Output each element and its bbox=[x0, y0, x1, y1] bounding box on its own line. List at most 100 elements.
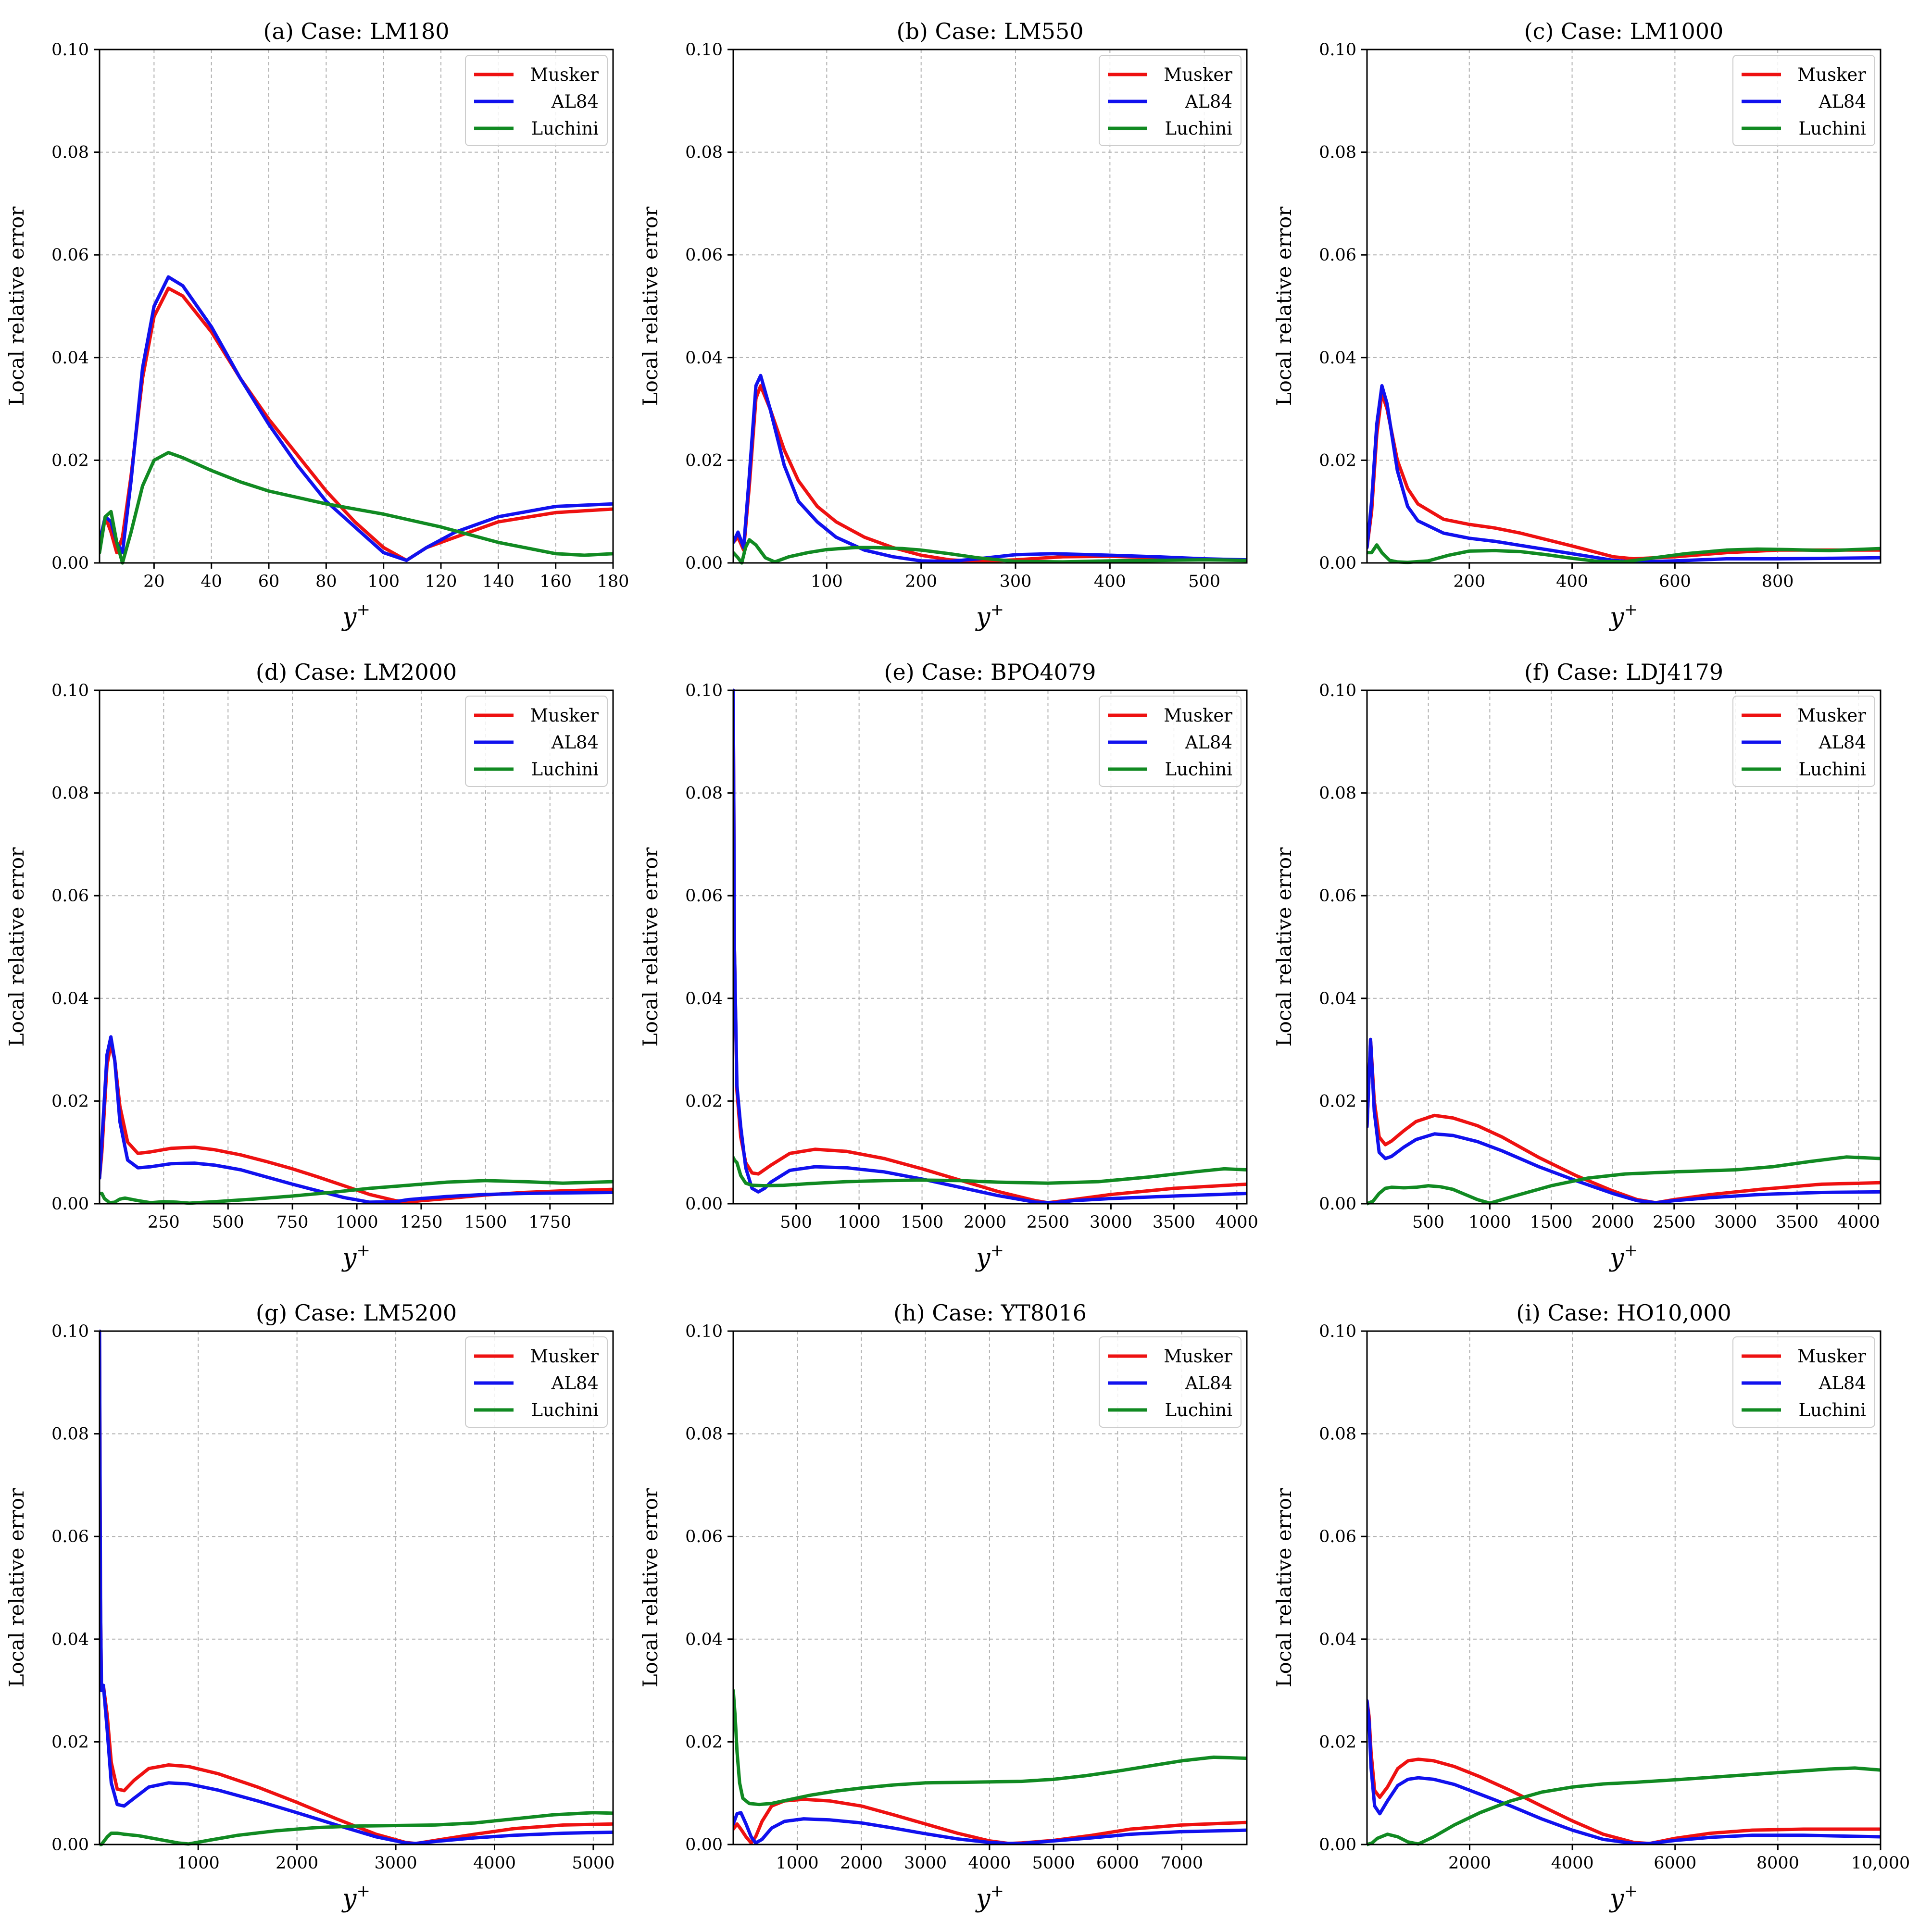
x-tick-label: 3500 bbox=[1153, 1213, 1195, 1232]
x-axis-label: y+ bbox=[1609, 1241, 1638, 1272]
x-axis-label-superscript: + bbox=[356, 1241, 370, 1260]
x-tick-label: 40 bbox=[201, 572, 222, 591]
legend-label-musker: Musker bbox=[1164, 64, 1232, 85]
y-axis-label: Local relative error bbox=[639, 1488, 662, 1687]
series-line-al84 bbox=[733, 374, 1247, 563]
y-tick-label: 0.06 bbox=[1319, 246, 1356, 265]
subplot-title: (e) Case: BPO4079 bbox=[884, 659, 1096, 685]
x-axis-label: y+ bbox=[975, 600, 1004, 632]
y-tick-label: 0.04 bbox=[685, 989, 723, 1009]
y-axis-label: Local relative error bbox=[639, 206, 662, 406]
y-tick-label: 0.00 bbox=[685, 1195, 723, 1214]
x-tick-label: 5000 bbox=[1032, 1854, 1075, 1873]
x-tick-label: 1000 bbox=[336, 1213, 378, 1232]
legend-box bbox=[1732, 1336, 1875, 1428]
legend-box bbox=[1099, 1336, 1242, 1428]
legend: Musker AL84 Luchini bbox=[1099, 55, 1242, 146]
legend-label-luchini: Luchini bbox=[1165, 118, 1232, 139]
legend-label-al84: AL84 bbox=[1185, 91, 1232, 112]
x-tick-label: 1500 bbox=[901, 1213, 943, 1232]
y-axis-label: Local relative error bbox=[1272, 1488, 1296, 1687]
x-tick-label: 1000 bbox=[776, 1854, 819, 1873]
x-tick-label: 20 bbox=[143, 572, 165, 591]
series-line-musker bbox=[1367, 1037, 1881, 1205]
y-tick-label: 0.00 bbox=[1319, 1195, 1356, 1214]
legend: Musker AL84 Luchini bbox=[1732, 1336, 1875, 1428]
x-tick-label: 500 bbox=[780, 1213, 812, 1232]
x-tick-label: 80 bbox=[315, 572, 337, 591]
x-tick-label: 10,000 bbox=[1851, 1854, 1910, 1873]
subplot-5: 500 1000 1500 2000 2500 3000 3500 4000 0.00 0.02 0… bbox=[639, 659, 1258, 1272]
legend-box bbox=[465, 1336, 608, 1428]
x-tick-label: 8000 bbox=[1756, 1854, 1799, 1873]
series-line-luchini bbox=[733, 1689, 1247, 1807]
x-axis-label: y+ bbox=[975, 1241, 1004, 1272]
x-tick-label: 60 bbox=[258, 572, 280, 591]
x-tick-label: 3000 bbox=[1714, 1213, 1757, 1232]
legend: Musker AL84 Luchini bbox=[465, 55, 608, 146]
subplot-title: (g) Case: LM5200 bbox=[256, 1300, 457, 1326]
x-tick-label: 1000 bbox=[1468, 1213, 1511, 1232]
x-axis-label-superscript: + bbox=[990, 1241, 1004, 1260]
legend-box bbox=[1099, 55, 1242, 146]
x-axis-label-superscript: + bbox=[1624, 1241, 1638, 1260]
y-tick-label: 0.06 bbox=[51, 246, 89, 265]
plot-frame bbox=[1366, 49, 1881, 564]
y-tick-label: 0.06 bbox=[51, 886, 89, 906]
legend-label-luchini: Luchini bbox=[531, 118, 599, 139]
subplot-3: 200 400 600 800 0.00 0.02 0.04 0.06 0.08 0.10 (c) … bbox=[1272, 18, 1881, 632]
x-tick-label: 800 bbox=[1762, 572, 1794, 591]
x-tick-label: 2500 bbox=[1653, 1213, 1695, 1232]
legend-label-luchini: Luchini bbox=[1799, 118, 1866, 139]
y-axis-label: Local relative error bbox=[639, 847, 662, 1047]
series-line-al84 bbox=[100, 1035, 613, 1204]
x-tick-label: 4000 bbox=[1551, 1854, 1594, 1873]
plot-frame bbox=[1366, 689, 1881, 1205]
plot-frame bbox=[99, 49, 614, 564]
y-tick-label: 0.08 bbox=[685, 1425, 723, 1444]
x-tick-label: 2000 bbox=[964, 1213, 1006, 1232]
legend-box bbox=[465, 55, 608, 146]
x-axis-label: y+ bbox=[341, 1882, 370, 1913]
y-tick-label: 0.00 bbox=[685, 1835, 723, 1855]
x-axis-label: y+ bbox=[341, 1241, 370, 1272]
legend: Musker AL84 Luchini bbox=[1099, 696, 1242, 787]
x-tick-label: 2000 bbox=[276, 1854, 318, 1873]
y-tick-label: 0.06 bbox=[1319, 886, 1356, 906]
y-tick-label: 0.00 bbox=[1319, 1835, 1356, 1855]
series-line-musker bbox=[1367, 1699, 1881, 1845]
x-axis-label: y+ bbox=[975, 1882, 1004, 1913]
x-tick-label: 400 bbox=[1094, 572, 1126, 591]
series-line-musker bbox=[733, 384, 1247, 563]
series-line-luchini bbox=[1367, 543, 1881, 564]
legend-label-musker: Musker bbox=[1797, 64, 1866, 85]
legend-label-al84: AL84 bbox=[551, 732, 599, 753]
y-tick-label: 0.08 bbox=[685, 143, 723, 162]
legend-label-luchini: Luchini bbox=[1165, 1400, 1232, 1421]
y-tick-label: 0.02 bbox=[51, 1733, 89, 1752]
y-tick-label: 0.06 bbox=[685, 886, 723, 906]
y-tick-label: 0.04 bbox=[51, 1630, 89, 1649]
legend-label-luchini: Luchini bbox=[1799, 759, 1866, 780]
y-tick-label: 0.06 bbox=[1319, 1527, 1356, 1546]
y-tick-label: 0.02 bbox=[51, 1092, 89, 1111]
y-axis-label: Local relative error bbox=[1272, 206, 1296, 406]
subplot-title: (h) Case: YT8016 bbox=[893, 1300, 1087, 1326]
y-tick-label: 0.10 bbox=[1319, 1322, 1356, 1341]
x-tick-label: 2000 bbox=[840, 1854, 883, 1873]
series-line-luchini bbox=[1367, 1766, 1881, 1846]
y-tick-label: 0.10 bbox=[51, 40, 89, 60]
y-axis-label: Local relative error bbox=[5, 1488, 28, 1687]
y-tick-label: 0.00 bbox=[51, 1835, 89, 1855]
y-tick-label: 0.10 bbox=[51, 681, 89, 700]
x-tick-label: 140 bbox=[482, 572, 514, 591]
legend-label-al84: AL84 bbox=[1185, 732, 1232, 753]
x-tick-label: 1000 bbox=[177, 1854, 220, 1873]
subplot-2: 100 200 300 400 500 0.00 0.02 0.04 0.06 0.08 0.10 (… bbox=[639, 18, 1248, 632]
x-tick-label: 4000 bbox=[1216, 1213, 1258, 1232]
series-line-al84 bbox=[100, 275, 613, 562]
legend-label-musker: Musker bbox=[1164, 705, 1232, 726]
y-tick-label: 0.10 bbox=[685, 40, 723, 60]
x-tick-label: 3000 bbox=[904, 1854, 947, 1873]
legend: Musker AL84 Luchini bbox=[1732, 55, 1875, 146]
